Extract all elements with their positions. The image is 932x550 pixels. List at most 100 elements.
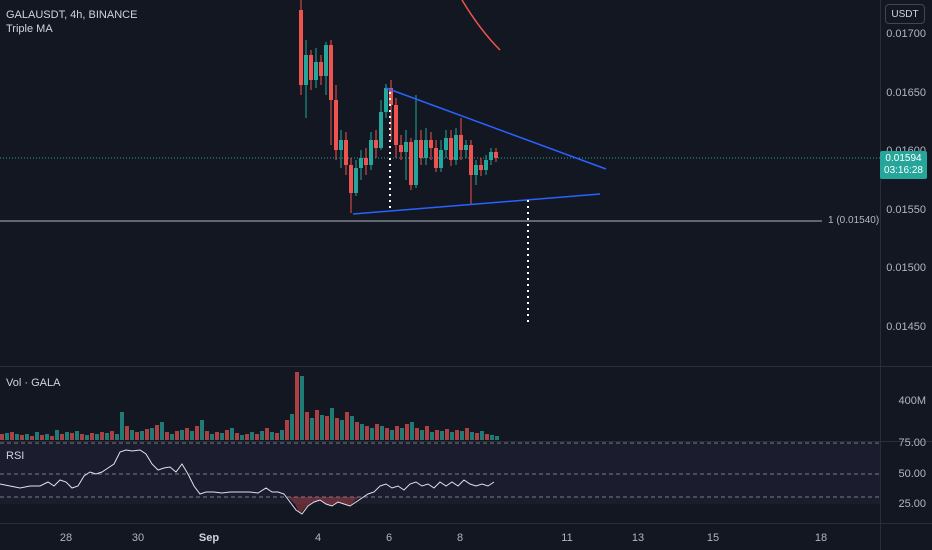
volume-bar: [180, 430, 184, 440]
volume-bar: [250, 432, 254, 440]
volume-bar: [110, 431, 114, 440]
volume-bar: [475, 433, 479, 440]
candle-body: [304, 55, 308, 85]
candle-body: [324, 45, 328, 76]
volume-bar: [195, 426, 199, 440]
current-price-value: 0.01594: [885, 153, 922, 164]
price-tick: 0.01500: [886, 262, 926, 274]
volume-bar: [405, 424, 409, 440]
candle-body: [299, 10, 303, 85]
volume-bar: [325, 416, 329, 440]
currency-button[interactable]: USDT: [885, 4, 925, 24]
rsi-oversold-fill: [288, 497, 360, 514]
volume-bar: [215, 432, 219, 440]
volume-bar: [440, 431, 444, 440]
volume-bar: [105, 433, 109, 440]
volume-bar: [485, 434, 489, 440]
volume-bar: [75, 431, 79, 440]
price-scale[interactable]: 0.01700 0.01650 0.01600 0.01550 0.01500 …: [880, 0, 932, 366]
volume-bar: [490, 435, 494, 440]
candle-body: [414, 140, 418, 185]
volume-bar: [200, 420, 204, 440]
volume-bar: [270, 432, 274, 440]
candle-body: [439, 150, 443, 168]
volume-bar: [125, 426, 129, 440]
volume-bar: [160, 422, 164, 440]
volume-bar: [40, 435, 44, 440]
candle-body: [349, 165, 353, 193]
volume-tick: 400M: [898, 395, 926, 407]
rsi-legend[interactable]: RSI: [6, 450, 25, 462]
volume-bar: [205, 431, 209, 440]
candle-body: [454, 135, 458, 160]
indicator-legend[interactable]: Triple MA: [6, 23, 53, 35]
time-tick: 8: [456, 532, 464, 544]
volume-bar: [330, 408, 334, 440]
volume-bar: [310, 418, 314, 440]
volume-bar: [315, 410, 319, 440]
volume-bar: [130, 430, 134, 440]
volume-bar: [345, 412, 349, 440]
volume-bar: [175, 431, 179, 440]
price-tick: 0.01450: [886, 321, 926, 333]
candle-body: [379, 112, 383, 148]
candle-body: [334, 100, 338, 150]
volume-bar: [140, 431, 144, 440]
volume-bar: [115, 434, 119, 440]
volume-bar: [400, 428, 404, 440]
time-axis[interactable]: 28 30 Sep 4 6 8 11 13 15 18: [0, 523, 880, 550]
volume-bar: [220, 433, 224, 440]
upper-trendline: [385, 87, 607, 170]
volume-bar: [80, 434, 84, 440]
volume-bar: [145, 429, 149, 440]
price-tick: 0.01550: [886, 204, 926, 216]
rsi-pane[interactable]: RSI: [0, 442, 880, 522]
volume-scale[interactable]: 400M: [880, 367, 932, 441]
candle-body: [309, 55, 313, 80]
candle-body: [449, 138, 453, 160]
candle-body: [424, 140, 428, 158]
volume-pane[interactable]: Vol · GALA: [0, 367, 880, 441]
volume-bar: [100, 432, 104, 440]
volume-bar: [460, 431, 464, 440]
volume-bar: [365, 426, 369, 440]
candle-body: [494, 152, 498, 158]
volume-bar: [275, 433, 279, 440]
price-tick: 0.01700: [886, 28, 926, 40]
rsi-canvas: [0, 442, 880, 515]
volume-bar: [25, 434, 29, 440]
price-chart-canvas[interactable]: [0, 0, 880, 366]
rsi-scale[interactable]: 75.00 50.00 25.00: [880, 437, 932, 523]
volume-bar: [60, 434, 64, 440]
rsi-tick: 75.00: [898, 437, 926, 449]
price-chart-pane[interactable]: GALAUSDT, 4h, BINANCE Triple MA 1 (0.015…: [0, 0, 880, 366]
time-tick: Sep: [198, 532, 220, 544]
time-tick: 13: [631, 532, 645, 544]
volume-bar: [355, 422, 359, 440]
volume-bar: [425, 426, 429, 440]
volume-bar: [280, 430, 284, 440]
symbol-legend[interactable]: GALAUSDT, 4h, BINANCE: [6, 9, 138, 21]
current-price-label: 0.01594 03:16:28: [880, 151, 927, 179]
volume-bar: [0, 434, 4, 440]
candle-body: [344, 140, 348, 165]
candle-body: [459, 135, 463, 150]
volume-bar: [300, 376, 304, 440]
volume-bar: [335, 418, 339, 440]
candle-body: [354, 168, 358, 193]
pane-separator[interactable]: [0, 366, 932, 367]
volume-bar: [285, 420, 289, 440]
candle-body: [484, 160, 488, 170]
rsi-tick: 50.00: [898, 468, 926, 480]
candle-body: [374, 140, 378, 148]
volume-bar: [290, 414, 294, 440]
volume-bar: [435, 430, 439, 440]
volume-bar: [85, 435, 89, 440]
volume-bar: [410, 422, 414, 440]
candle-body: [444, 138, 448, 150]
volume-bar: [495, 436, 499, 440]
volume-bar: [480, 431, 484, 440]
volume-legend[interactable]: Vol · GALA: [6, 377, 61, 389]
pane-separator[interactable]: [0, 441, 932, 442]
time-tick: 28: [59, 532, 73, 544]
